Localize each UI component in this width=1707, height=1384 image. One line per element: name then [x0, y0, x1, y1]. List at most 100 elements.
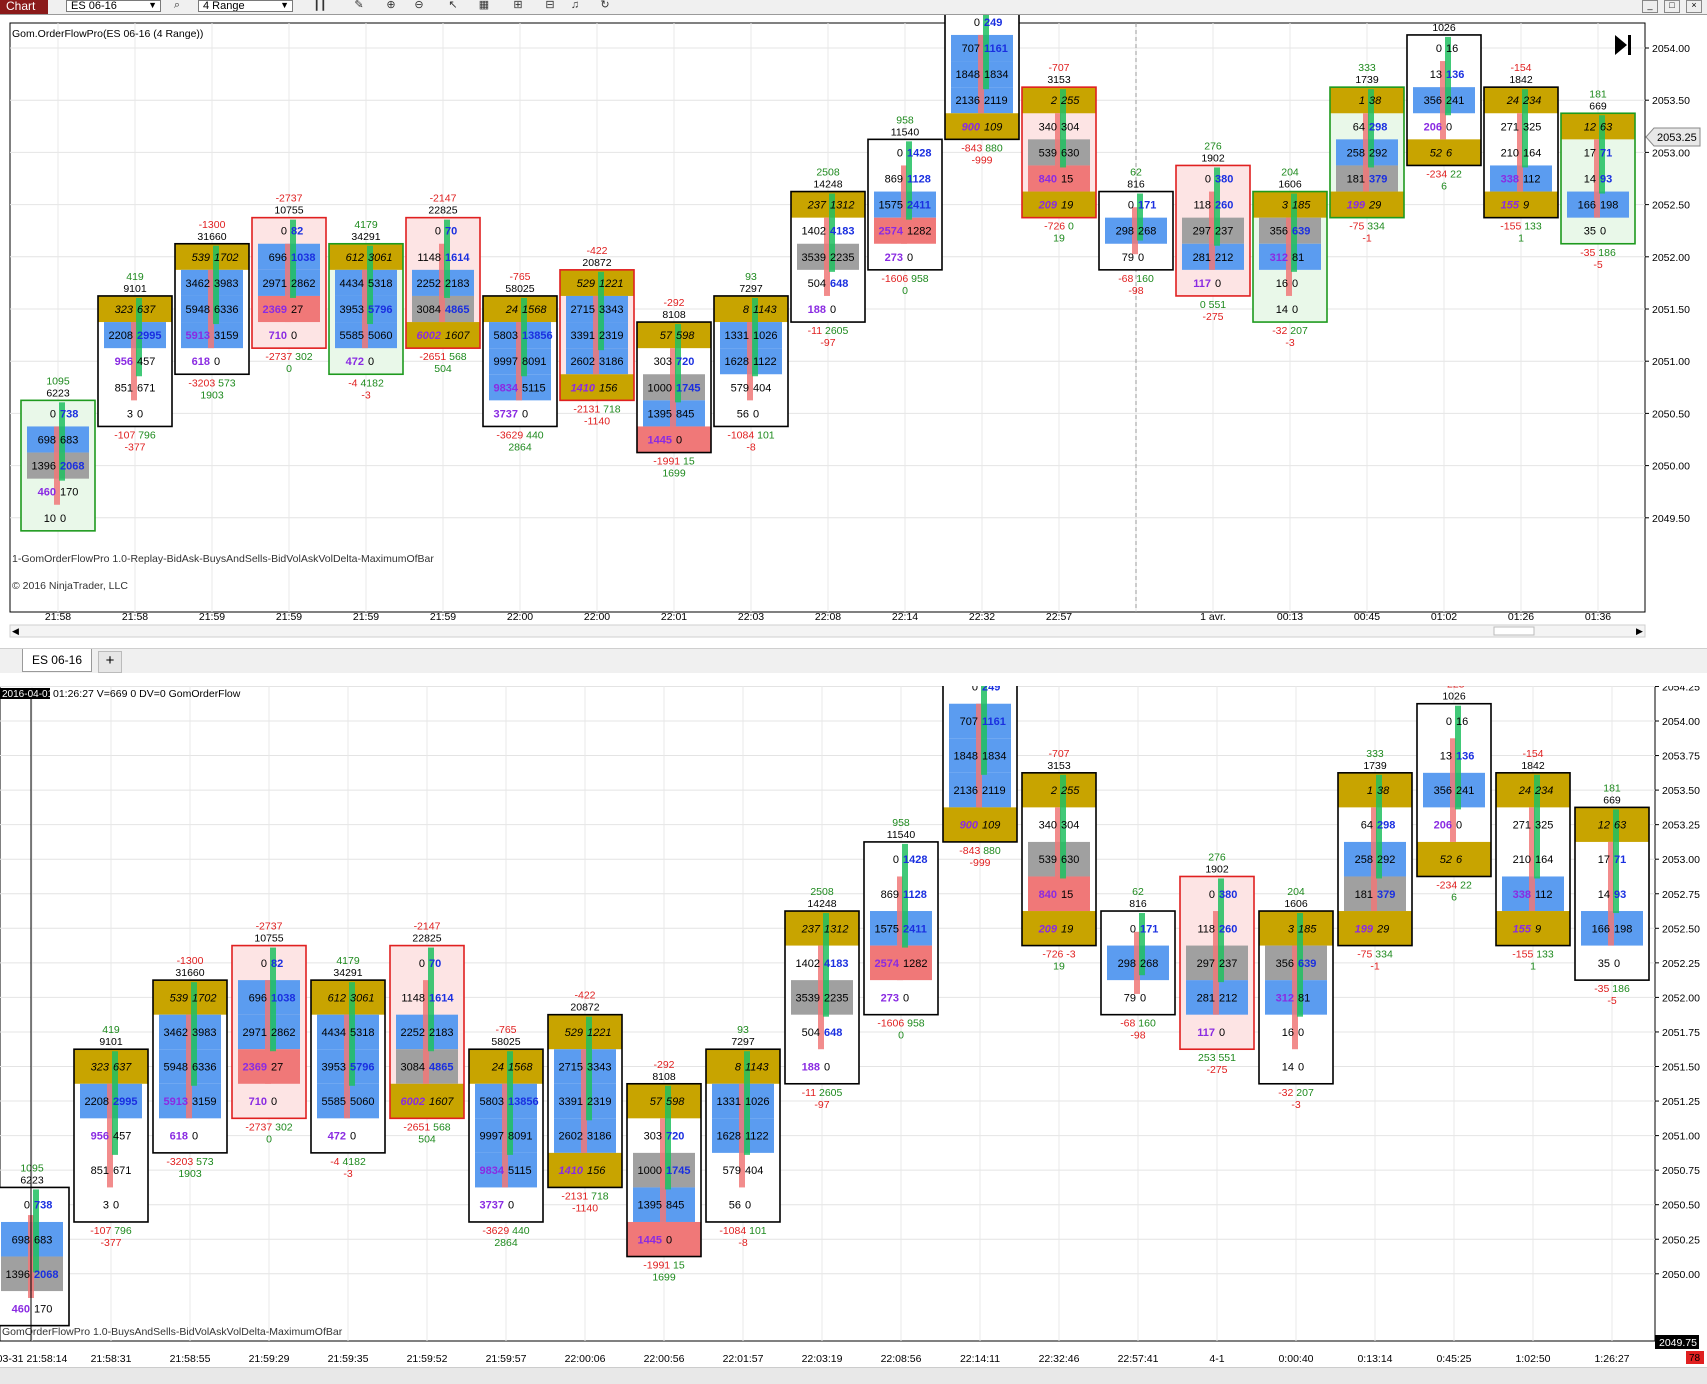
bar-delta-change-label: 0 [902, 285, 908, 297]
strategies-icon[interactable]: ⊟ [545, 0, 555, 11]
bid-volume: 155 [1513, 923, 1532, 935]
zoom-out-icon[interactable]: ⊖ [414, 0, 424, 11]
bar-outline [152, 979, 228, 1154]
bid-volume: 210 [1513, 854, 1531, 866]
ask-volume: 683 [60, 435, 78, 447]
ask-volume: 380 [1219, 889, 1237, 901]
x-tick-label: 00:13 [1277, 611, 1303, 623]
ask-volume: 9 [1523, 200, 1529, 212]
bar-outline [705, 1048, 781, 1223]
pencil-icon[interactable]: ✎ [354, 0, 364, 11]
scroll-left-icon[interactable]: ◀ [12, 626, 19, 636]
bar-minmax-delta-label: -3203 573 [166, 1156, 213, 1168]
buy-volume-strip [1055, 807, 1061, 912]
ask-volume: 1312 [824, 923, 848, 935]
bar-minmax-delta-label: -107 796 [90, 1225, 132, 1237]
scroll-right-icon[interactable]: ▶ [1636, 626, 1643, 636]
ask-volume: 598 [676, 330, 695, 342]
bar-delta-change-label: -3 [1291, 1099, 1300, 1111]
buy-volume-strip [107, 1083, 113, 1188]
ask-volume: 0 [60, 513, 66, 525]
ask-volume: 156 [599, 382, 618, 394]
bid-volume: 851 [115, 382, 133, 394]
bar-minmax-delta-label: -726 0 [1044, 221, 1074, 233]
bid-volume: 0 [1130, 923, 1136, 935]
bar-outline [20, 399, 96, 532]
bar-volume-label: 22825 [412, 933, 441, 945]
ask-volume: 170 [60, 487, 78, 499]
bar-style-icon[interactable]: ┃┃ [313, 0, 327, 11]
music-icon[interactable]: ♫ [570, 0, 580, 11]
bid-volume: 117 [1197, 1027, 1215, 1039]
price-level-cell [1496, 911, 1570, 946]
properties-icon[interactable]: ▦ [478, 0, 490, 11]
bar-delta-label: 62 [1132, 886, 1144, 898]
ask-volume: 1428 [903, 854, 927, 866]
refresh-icon[interactable]: ↻ [600, 0, 610, 11]
cursor-icon[interactable]: ↖ [448, 0, 458, 11]
ask-volume: 4865 [429, 1062, 453, 1074]
bar-minmax-delta-label: -726 -3 [1042, 949, 1075, 961]
bar-minmax-delta-label: -11 2605 [802, 1087, 843, 1099]
ask-volume: 171 [1140, 923, 1158, 935]
bar-delta-label: 2508 [816, 167, 840, 179]
bid-volume: 16 [1276, 278, 1288, 290]
ask-volume: 598 [666, 1096, 685, 1108]
close-icon[interactable]: × [1686, 0, 1702, 13]
go-to-end-icon[interactable] [1615, 35, 1631, 55]
minimize-icon[interactable]: _ [1642, 0, 1658, 13]
ask-volume: 292 [1369, 147, 1387, 159]
x-tick-label: 21:59:52 [407, 1353, 448, 1365]
bar-minmax-delta-label: -107 796 [114, 429, 156, 441]
search-icon[interactable]: ⌕ [173, 0, 181, 11]
top-price-axis: 2054.00 2053.50 2053.00 2052.50 2052.00 2051.… [1645, 43, 1690, 525]
maximize-icon[interactable]: □ [1664, 0, 1680, 13]
bid-volume: 0 [419, 958, 425, 970]
sell-volume-strip [213, 245, 219, 325]
ask-volume: 1143 [745, 1062, 770, 1074]
bid-volume: 1410 [559, 1165, 584, 1177]
buy-volume-strip [897, 876, 903, 981]
x-tick-label: 22:57 [1046, 611, 1072, 623]
bid-volume: 579 [731, 382, 749, 394]
tab-es-06-16[interactable]: ES 06-16 [22, 649, 92, 672]
ask-volume: 4865 [445, 304, 469, 316]
bar-delta-change-label: 6 [1441, 180, 1447, 192]
buy-volume-strip [818, 945, 824, 1050]
ask-volume: 112 [1523, 174, 1541, 186]
horizontal-scrollbar[interactable]: ◀ ▶ [9, 624, 1646, 638]
bar-delta-change-label: 1699 [662, 468, 686, 480]
ask-volume: 325 [1523, 121, 1541, 133]
bid-volume: 271 [1513, 820, 1531, 832]
bar-delta-change-label: 1903 [200, 389, 224, 401]
bar-volume-label: 1842 [1509, 74, 1533, 86]
bar-outline [174, 242, 250, 376]
indicators-icon[interactable]: ⊞ [513, 0, 523, 11]
bar-volume-label: 1026 [1432, 22, 1456, 34]
instrument-select[interactable]: ES 06-16 ▼ [66, 0, 161, 12]
sell-volume-strip [1297, 913, 1303, 1017]
add-tab-button[interactable]: + [98, 651, 122, 673]
ask-volume: 0 [113, 1200, 119, 1212]
bid-volume: 1628 [725, 356, 749, 368]
bar-delta-label: -1300 [199, 219, 226, 231]
period-select[interactable]: 4 Range ▼ [198, 0, 293, 12]
ask-volume: 1026 [753, 330, 777, 342]
bid-volume: 1395 [648, 408, 672, 420]
bid-volume: 35 [1598, 958, 1610, 970]
bid-volume: 0 [435, 226, 441, 238]
buy-volume-strip [660, 1118, 666, 1222]
price-level-cell [945, 113, 1019, 140]
ask-volume: 0 [1446, 121, 1452, 133]
ask-volume: 1702 [192, 992, 216, 1004]
bar-delta-label: 333 [1366, 748, 1384, 760]
ask-volume: 683 [34, 1234, 52, 1246]
chart-menu-button[interactable]: Chart [0, 0, 48, 14]
bar-outline [251, 216, 327, 349]
zoom-in-icon[interactable]: ⊕ [386, 0, 396, 11]
bid-volume: 3462 [164, 1027, 188, 1039]
